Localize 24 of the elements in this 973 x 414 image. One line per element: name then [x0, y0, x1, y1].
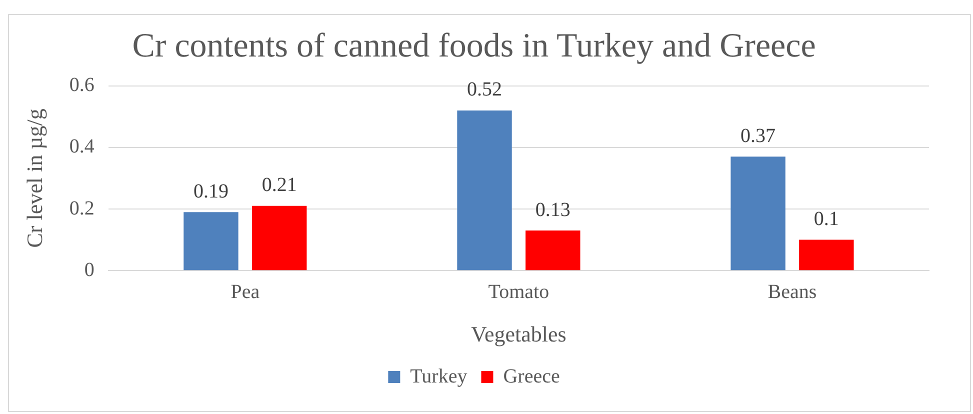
- x-tick-label: Beans: [768, 280, 817, 303]
- bar: [799, 240, 854, 270]
- data-label: 0.1: [814, 208, 839, 230]
- x-tick-label: Pea: [230, 280, 260, 303]
- bar: [252, 206, 307, 270]
- data-label: 0.37: [740, 124, 776, 147]
- data-label: 0.13: [535, 198, 570, 221]
- legend-label: Greece: [503, 365, 560, 388]
- data-label: 0.52: [467, 78, 502, 101]
- y-tick-label: 0: [84, 258, 94, 281]
- bar: [457, 110, 512, 270]
- y-tick-label: 0.4: [69, 136, 94, 158]
- y-tick-label: 0.2: [69, 197, 94, 220]
- data-label: 0.21: [262, 174, 297, 196]
- chart-title: Cr contents of canned foods in Turkey and Greece: [132, 27, 816, 64]
- bar: [526, 230, 580, 270]
- y-axis-title: Cr level in µg/g: [22, 108, 47, 248]
- bar: [184, 212, 238, 270]
- bar: [730, 156, 786, 270]
- x-tick-label: Tomato: [488, 280, 550, 303]
- y-tick-label: 0.6: [69, 74, 94, 96]
- x-axis-title: Vegetables: [471, 322, 566, 347]
- legend-label: Turkey: [410, 365, 468, 388]
- data-label: 0.19: [193, 180, 228, 202]
